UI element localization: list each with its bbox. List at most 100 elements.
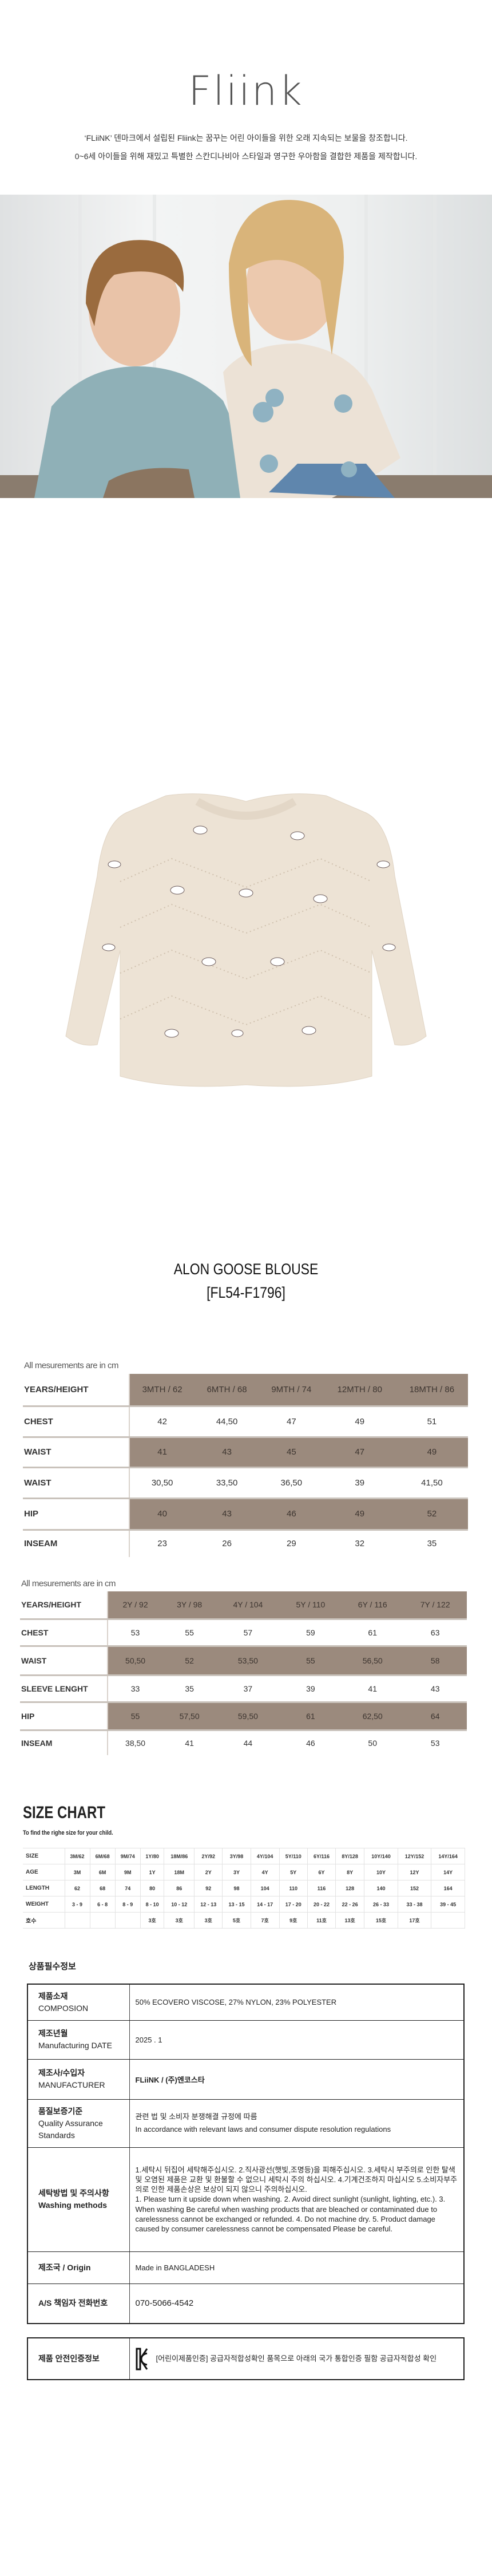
cell: 6 - 8	[89, 1896, 116, 1913]
header-label: YEARS/HEIGHT	[23, 1374, 130, 1406]
table-row: INSEAM 23 26 29 32 35	[23, 1530, 468, 1557]
cell: 92	[194, 1880, 223, 1897]
cell: 5Y	[279, 1864, 308, 1880]
info-row: 제조국 / Origin Made in BANGLADESH	[27, 2251, 464, 2284]
col-header: 9MTH / 74	[259, 1374, 324, 1406]
cell: 14Y	[431, 1864, 465, 1880]
cell: 5Y/110	[279, 1848, 308, 1864]
size-chart-row: SIZE 3M/62 6M/68 9M/74 1Y/80 18M/86 2Y/92 3Y/98…	[23, 1848, 465, 1864]
cell: 14 - 17	[250, 1896, 280, 1913]
safety-value: [어린이제품인증] 공급자적합성확인 품목으로 아래의 국가 통합인증 필함 공…	[156, 2353, 437, 2362]
table-row: HIP 40 43 46 49 52	[23, 1498, 468, 1530]
cell: 3호	[194, 1912, 223, 1929]
product-code: [FL54-F1796]	[207, 1284, 285, 1301]
col-header: 6MTH / 68	[195, 1374, 259, 1406]
col-header: 3MTH / 62	[129, 1374, 195, 1406]
col-header: 4Y / 104	[216, 1591, 280, 1619]
table-row: CHEST 53 55 57 59 61 63	[20, 1619, 467, 1646]
table-row: HIP 55 57,50 59,50 61 62,50 64	[20, 1702, 467, 1730]
cell: 128	[335, 1880, 365, 1897]
cell: 164	[431, 1880, 465, 1897]
product-info-table: 제품소재 COMPOSION 50% ECOVERO VISCOSE, 27% NY…	[27, 1984, 465, 2324]
info-row: 제조년월 Manufacturing DATE 2025 . 1	[27, 2020, 464, 2060]
cell: 18M	[164, 1864, 195, 1880]
cell: 10Y/140	[364, 1848, 398, 1864]
cell: 17 - 20	[279, 1896, 308, 1913]
cell: 5호	[222, 1912, 251, 1929]
size-chart-subtitle: To find the righe size for your child.	[23, 1830, 113, 1836]
col-header: 5Y / 110	[279, 1591, 342, 1619]
cell: 110	[279, 1880, 308, 1897]
cell: 116	[307, 1880, 336, 1897]
info-row: 제조사/수입자 MANUFACTURER FLiiNK / (주)엔코스타	[27, 2059, 464, 2100]
cell: 6Y	[307, 1864, 336, 1880]
cell: 39 - 45	[431, 1896, 465, 1913]
cell: 3Y/98	[222, 1848, 251, 1864]
cell: 3Y	[222, 1864, 251, 1880]
cell: 8 - 10	[140, 1896, 165, 1913]
info-row: 세탁방법 및 주의사항 Washing methods 1.세탁시 뒤집어 세탁해주…	[27, 2147, 464, 2252]
cell	[114, 1912, 141, 1929]
cell: 3M/62	[64, 1848, 90, 1864]
cell: 9호	[279, 1912, 308, 1929]
cell: 13호	[335, 1912, 365, 1929]
cell: 13 - 15	[222, 1896, 251, 1913]
cell: 140	[364, 1880, 398, 1897]
cell: 11호	[307, 1912, 336, 1929]
cell	[64, 1912, 90, 1929]
brand-logo: Fliink	[188, 68, 304, 114]
table-row: WAIST 50,50 52 53,50 55 56,50 58	[20, 1646, 467, 1675]
cell: 4Y/104	[250, 1848, 280, 1864]
cell: 80	[140, 1880, 165, 1897]
table-row: WAIST 41 43 45 47 49	[23, 1437, 468, 1467]
cell: 12Y	[397, 1864, 432, 1880]
goose-embroidery	[102, 825, 396, 1038]
col-header: 12MTH / 80	[323, 1374, 396, 1406]
cell: 3호	[164, 1912, 195, 1929]
row-label: WEIGHT	[23, 1896, 65, 1913]
measurement-table-infant: YEARS/HEIGHT 3MTH / 62 6MTH / 68 9MTH / 74…	[23, 1374, 468, 1557]
cell: 22 - 26	[335, 1896, 365, 1913]
cell: 6M	[89, 1864, 116, 1880]
cell: 8Y	[335, 1864, 365, 1880]
measurement-table-kids: YEARS/HEIGHT 2Y / 92 3Y / 98 4Y / 104 5Y / …	[20, 1591, 467, 1755]
cell: 98	[222, 1880, 251, 1897]
info-heading: 상품필수정보	[29, 1962, 76, 1971]
size-chart-row: LENGTH 62 68 74 80 86 92 98 104 110 116 128 140 152 16…	[23, 1880, 465, 1897]
cell: 152	[397, 1880, 432, 1897]
intro-line-1: ‘FLiiNK’ 덴마크에서 설립된 Fliink는 꿈꾸는 어린 아이들을 위…	[84, 133, 408, 143]
info-row: 제품소재 COMPOSION 50% ECOVERO VISCOSE, 27% NY…	[27, 1984, 464, 2021]
cell: 8 - 9	[114, 1896, 141, 1913]
lifestyle-photo	[0, 195, 492, 498]
cell: 62	[64, 1880, 90, 1897]
cell: 3호	[140, 1912, 165, 1929]
size-chart-row: 호수 3호 3호 3호 5호 7호 9호 11호 13호 15호 17호	[23, 1912, 465, 1929]
cell: 33 - 38	[397, 1896, 432, 1913]
product-name: ALON GOOSE BLOUSE	[173, 1261, 319, 1278]
cell	[431, 1912, 465, 1929]
table-row: CHEST 42 44,50 47 49 51	[23, 1406, 468, 1437]
cell: 6Y/116	[307, 1848, 336, 1864]
cell: 1Y	[140, 1864, 165, 1880]
col-header: 18MTH / 86	[395, 1374, 468, 1406]
cell: 74	[114, 1880, 141, 1897]
cell: 9M/74	[114, 1848, 141, 1864]
safety-label: 제품 안전인증정보	[38, 2354, 100, 2363]
cell: 3M	[64, 1864, 90, 1880]
cell: 68	[89, 1880, 116, 1897]
cell: 4Y	[250, 1864, 280, 1880]
cell: 2Y/92	[194, 1848, 223, 1864]
table-row: INSEAM 38,50 41 44 46 50 53	[20, 1730, 467, 1755]
measurement-note-2: All mesurements are in cm	[21, 1579, 116, 1589]
table-row: SLEEVE LENGHT 33 35 37 39 41 43	[20, 1675, 467, 1702]
row-label: LENGTH	[23, 1880, 65, 1897]
cell: 26 - 33	[364, 1896, 398, 1913]
cell: 86	[164, 1880, 195, 1897]
product-image	[65, 793, 427, 1087]
cell: 3 - 9	[64, 1896, 90, 1913]
col-header: 7Y / 122	[403, 1591, 467, 1619]
cell: 1Y/80	[140, 1848, 165, 1864]
kc-mark-icon	[136, 2348, 148, 2370]
row-label: SIZE	[23, 1848, 65, 1864]
